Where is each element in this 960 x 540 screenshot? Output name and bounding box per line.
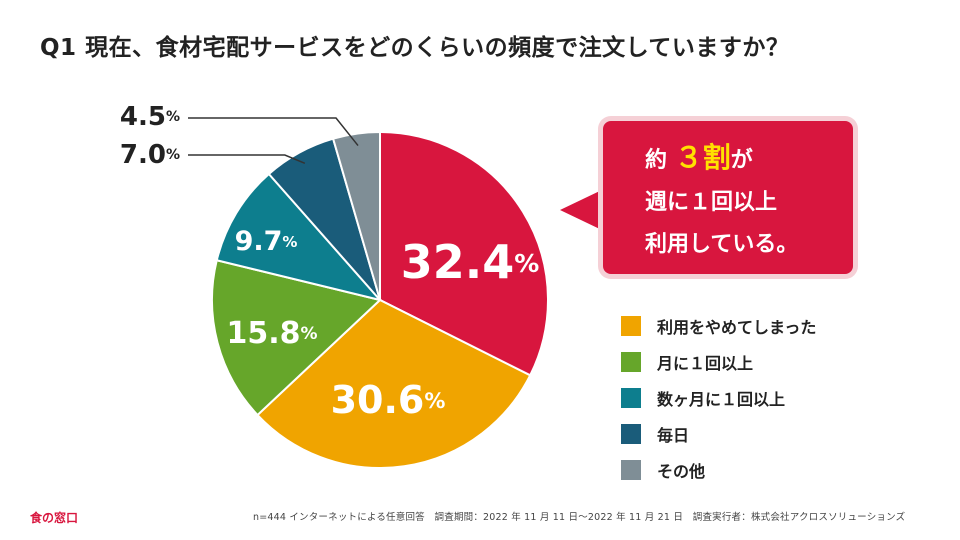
legend-label: 数ヶ月に１回以上 <box>657 390 786 409</box>
value-label-monthly: 15.8% <box>226 316 317 351</box>
callout-pre: 約 <box>645 148 668 173</box>
callout-line2: 週に１回以上 <box>645 190 778 215</box>
legend-swatch <box>621 352 641 372</box>
callout-line3: 利用している。 <box>645 232 799 257</box>
legend-item: 月に１回以上 <box>621 344 816 380</box>
legend-item: 毎日 <box>621 416 816 452</box>
legend-swatch <box>621 388 641 408</box>
brand-logo: 食の窓口 <box>30 511 79 525</box>
legend-item: 利用をやめてしまった <box>621 308 816 344</box>
callout-text: 約 ３割が 週に１回以上 利用している。 <box>645 137 798 266</box>
value-label-daily: 7.0% <box>120 140 180 170</box>
callout-post: が <box>730 148 753 173</box>
pie-slice-other <box>331 130 381 301</box>
pie-slice-weekly <box>379 130 549 377</box>
legend-item: 数ヶ月に１回以上 <box>621 380 816 416</box>
legend-swatch <box>621 460 641 480</box>
value-label-few-months: 9.7% <box>235 226 298 257</box>
pie-slice-monthly <box>211 259 383 417</box>
leader-line-other <box>188 117 359 147</box>
pie-slice-few-months <box>215 172 383 302</box>
value-label-stopped: 30.6% <box>331 378 446 422</box>
legend-item: その他 <box>621 452 816 488</box>
value-label-other: 4.5% <box>120 102 180 132</box>
leader-line-daily <box>188 154 306 164</box>
survey-footnote: n=444 インターネットによる任意回答 調査期間：2022 年 11 月 11… <box>253 512 906 523</box>
legend: 利用をやめてしまった 月に１回以上 数ヶ月に１回以上 毎日 その他 <box>621 308 816 488</box>
legend-swatch <box>621 424 641 444</box>
chart-title: Q1 現在、食材宅配サービスをどのくらいの頻度で注文していますか？ <box>40 35 790 61</box>
callout-line1: 約 ３割が <box>645 137 798 182</box>
value-label-weekly: 32.4% <box>401 235 540 289</box>
callout-box: 約 ３割が 週に１回以上 利用している。 <box>603 121 853 274</box>
legend-swatch <box>621 316 641 336</box>
callout-highlight: ３割 <box>674 141 731 174</box>
legend-label: 月に１回以上 <box>657 354 754 373</box>
pie-slice-stopped <box>256 298 532 469</box>
callout-tail <box>560 188 606 232</box>
legend-label: 利用をやめてしまった <box>657 318 817 337</box>
legend-label: その他 <box>657 462 706 481</box>
legend-label: 毎日 <box>657 426 690 445</box>
